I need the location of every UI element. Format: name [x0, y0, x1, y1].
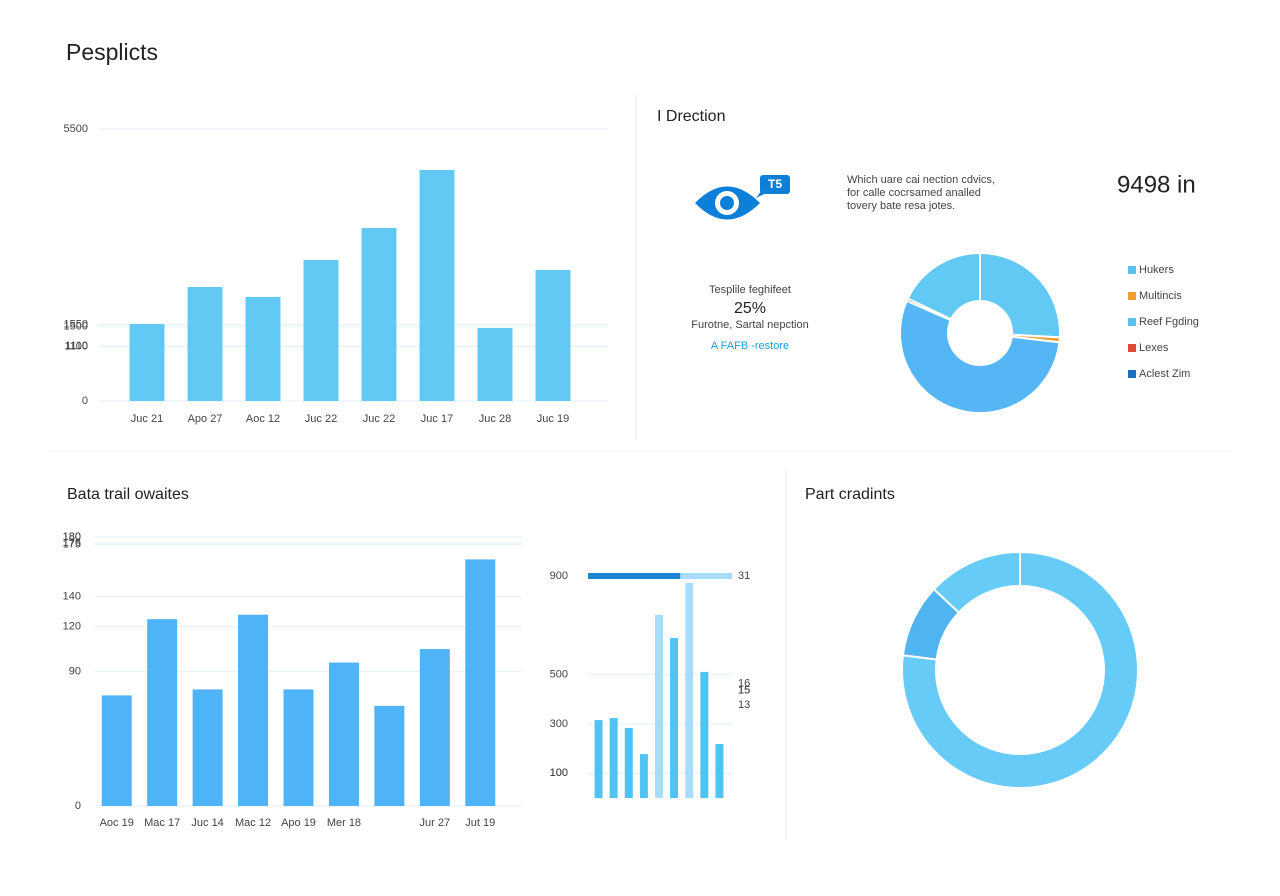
legend-label: Reef Fgding — [1139, 316, 1199, 328]
y-tick-label: 180 — [63, 531, 81, 543]
donut-slice — [899, 299, 1061, 414]
eye-icon — [695, 175, 790, 220]
x-tick-label: Mer 18 — [327, 817, 361, 829]
bar — [594, 720, 603, 798]
legend-swatch — [1128, 370, 1136, 378]
y-tick-label: 5500 — [64, 123, 88, 135]
bar — [374, 705, 405, 806]
big-stat: 9498 in — [1117, 171, 1196, 198]
description: tovery bate resa jotes. — [847, 200, 955, 212]
bar — [715, 743, 724, 798]
x-tick-label: Juc 28 — [479, 413, 511, 425]
bar — [129, 323, 165, 401]
stat-label: Tesplile feghifeet — [709, 284, 791, 296]
x-tick-label: Juc 21 — [131, 413, 163, 425]
x-tick-label: Jut 19 — [465, 817, 495, 829]
x-tick-label: Juc 22 — [363, 413, 395, 425]
y-tick-label: 1500 — [64, 321, 88, 333]
bar — [147, 619, 178, 806]
y-tick-label: 300 — [550, 718, 568, 730]
y2-tick-label: 31 — [738, 570, 750, 582]
y-tick-label: 120 — [63, 621, 81, 633]
donut-slice — [979, 251, 1061, 339]
legend-label: Multincis — [1139, 290, 1182, 302]
x-tick-label: Apo 27 — [188, 413, 223, 425]
bar — [283, 689, 314, 806]
y-tick-label: 140 — [63, 591, 81, 603]
y2-tick-label: 13 — [738, 699, 750, 711]
bar — [187, 287, 223, 401]
y-tick-label: 176 — [63, 537, 81, 549]
bar — [465, 559, 496, 806]
x-tick-label: Jur 27 — [420, 817, 451, 829]
bar — [101, 695, 132, 806]
y-tick-label: 100 — [550, 767, 568, 779]
x-tick-label: Juc 19 — [537, 413, 569, 425]
bar — [192, 689, 223, 806]
x-tick-label: Aoc 12 — [246, 413, 280, 425]
legend-label: Aclest Zim — [1139, 368, 1190, 380]
x-tick-label: Mac 17 — [144, 817, 180, 829]
legend-swatch — [1128, 318, 1136, 326]
bar — [245, 296, 281, 401]
donut-slice — [901, 550, 1139, 789]
y-tick-label: 90 — [69, 665, 81, 677]
bar — [535, 269, 571, 401]
y-tick-label: 1110 — [65, 340, 88, 352]
stat-link[interactable]: A FAFB -restore — [711, 340, 789, 352]
description: for calle cocrsamed analled — [847, 187, 981, 199]
y-tick-label: 0 — [82, 395, 88, 407]
progress-bar — [588, 573, 681, 579]
badge: T5 — [768, 177, 782, 191]
y-tick-label: 900 — [550, 570, 568, 582]
description: Which uare cai nection cdvics, — [847, 174, 995, 186]
bar — [238, 614, 269, 806]
bar — [700, 671, 709, 798]
panel-title: I Drection — [657, 108, 725, 125]
stat-value: 25% — [734, 300, 766, 317]
y-tick-label: 1550 — [64, 318, 88, 330]
y2-tick-label: 15 — [738, 684, 750, 696]
bar — [609, 718, 618, 798]
chart-title: Bata trail owaites — [67, 486, 189, 503]
y-tick-label: 0 — [75, 800, 81, 812]
chart-title: Part cradints — [805, 486, 895, 503]
bar — [303, 260, 339, 401]
y2-tick-label: 16 — [738, 677, 750, 689]
bar — [685, 582, 694, 798]
bar — [419, 649, 450, 806]
y-tick-label: 180 — [63, 531, 81, 543]
x-tick-label: Juc 22 — [305, 413, 337, 425]
stat-caption: Furotne, Sartal nepction — [691, 319, 808, 331]
bar — [655, 614, 663, 798]
x-tick-label: Mac 12 — [235, 817, 271, 829]
legend-label: Hukers — [1139, 264, 1174, 276]
bar — [419, 169, 455, 401]
bar — [361, 228, 397, 401]
x-tick-label: Aoc 19 — [100, 817, 134, 829]
bar — [624, 727, 633, 798]
y-tick-label: 500 — [550, 669, 568, 681]
donut-slice — [932, 550, 1021, 614]
y-tick-label: 175 — [63, 538, 81, 550]
page-title: Pesplicts — [66, 39, 158, 65]
bar — [639, 754, 648, 798]
legend-label: Lexes — [1139, 342, 1169, 354]
donut-slice — [906, 251, 981, 321]
legend-swatch — [1128, 266, 1136, 274]
bar — [328, 662, 359, 806]
bar — [670, 637, 679, 798]
x-tick-label: Juc 17 — [421, 413, 453, 425]
bar — [477, 328, 513, 401]
x-tick-label: Apo 19 — [281, 817, 316, 829]
x-tick-label: Juc 14 — [191, 817, 223, 829]
legend-swatch — [1128, 344, 1136, 352]
legend-swatch — [1128, 292, 1136, 300]
y2-tick-label: 15 — [738, 684, 750, 696]
y-tick-label: 100 — [550, 767, 568, 779]
y-tick-label: 1100 — [64, 341, 88, 353]
